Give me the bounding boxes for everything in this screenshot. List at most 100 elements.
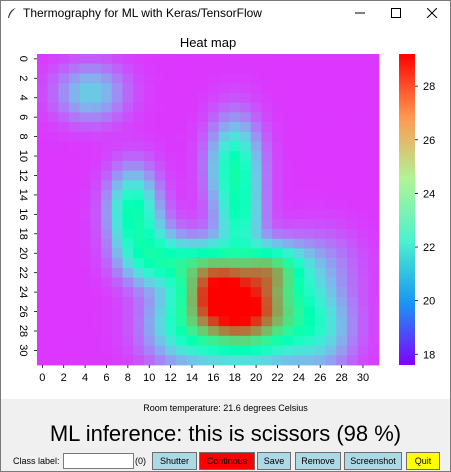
heatmap-cell bbox=[293, 131, 305, 142]
heatmap-cell bbox=[79, 122, 91, 133]
heatmap-cell bbox=[58, 326, 70, 337]
shutter-button[interactable]: Shutter bbox=[152, 452, 197, 470]
heatmap-cell bbox=[37, 83, 49, 94]
heatmap-cell bbox=[282, 170, 294, 181]
screenshot-button[interactable]: Screenshot bbox=[344, 452, 402, 470]
heatmap-cell bbox=[314, 219, 326, 230]
heatmap-cell bbox=[218, 112, 230, 123]
heatmap-cell bbox=[37, 326, 49, 337]
heatmap-cell bbox=[229, 83, 241, 94]
heatmap-cell bbox=[165, 355, 177, 366]
heatmap-cell bbox=[368, 238, 380, 249]
heatmap-cell bbox=[37, 335, 49, 346]
heatmap-cell bbox=[47, 326, 59, 337]
heatmap-cell bbox=[304, 170, 316, 181]
x-tick-label: 2 bbox=[61, 372, 67, 384]
heatmap-cell bbox=[47, 345, 59, 356]
heatmap-cell bbox=[346, 326, 359, 337]
heatmap-cell bbox=[90, 267, 102, 278]
heatmap-cell bbox=[368, 92, 380, 103]
minimize-button[interactable] bbox=[342, 1, 378, 25]
heatmap-cell bbox=[90, 112, 102, 123]
heatmap-cell bbox=[165, 160, 177, 172]
heatmap-cell bbox=[272, 238, 284, 249]
heatmap-cell bbox=[58, 219, 70, 230]
heatmap-cell bbox=[69, 228, 81, 240]
heatmap-cell bbox=[261, 219, 273, 230]
heatmap-cell bbox=[282, 267, 294, 278]
heatmap-cell bbox=[325, 238, 337, 249]
heatmap-cell bbox=[101, 83, 113, 94]
heatmap-cell bbox=[325, 355, 337, 366]
heatmap-cell bbox=[240, 83, 252, 94]
heatmap-cell bbox=[282, 83, 294, 94]
heatmap-cell bbox=[37, 102, 49, 113]
heatmap-cell bbox=[368, 151, 380, 162]
heatmap-cell bbox=[133, 316, 145, 327]
heatmap-cell bbox=[175, 355, 188, 366]
heatmap-cell bbox=[133, 267, 145, 278]
heatmap-cell bbox=[346, 306, 359, 317]
heatmap-cell bbox=[122, 287, 134, 298]
heatmap-cell bbox=[325, 277, 337, 288]
remove-button[interactable]: Remove bbox=[295, 452, 341, 470]
y-tick-label: 30 bbox=[17, 344, 29, 356]
heatmap-cell bbox=[111, 306, 123, 317]
heatmap-cell bbox=[304, 209, 316, 220]
heatmap-cell bbox=[122, 199, 134, 210]
heatmap-cell bbox=[368, 258, 380, 269]
colorbar bbox=[399, 54, 415, 365]
quit-button[interactable]: Quit bbox=[406, 452, 440, 470]
heatmap-cell bbox=[357, 141, 369, 152]
heatmap-cell bbox=[101, 228, 113, 240]
heatmap-cell bbox=[101, 267, 113, 278]
heatmap-cell bbox=[101, 209, 113, 220]
heatmap-cell bbox=[218, 170, 230, 181]
heatmap-cell bbox=[304, 102, 316, 113]
close-button[interactable] bbox=[414, 1, 450, 25]
heatmap-cell bbox=[336, 73, 348, 84]
heatmap-cell bbox=[79, 190, 91, 201]
heatmap-cell bbox=[154, 131, 166, 142]
heatmap-cell bbox=[357, 219, 369, 230]
save-button[interactable]: Save bbox=[257, 452, 291, 470]
heatmap-cell bbox=[186, 63, 198, 74]
heatmap-cell bbox=[69, 326, 81, 337]
heatmap-cell bbox=[37, 199, 49, 210]
y-tick-label: 12 bbox=[17, 169, 29, 181]
heatmap-cell bbox=[357, 131, 369, 142]
heatmap-cell bbox=[69, 73, 81, 84]
heatmap-cell bbox=[143, 63, 155, 74]
heatmap-cell bbox=[133, 326, 145, 337]
x-tick-label: 6 bbox=[103, 372, 109, 384]
heatmap-cell bbox=[240, 277, 252, 288]
class-label-input[interactable] bbox=[63, 453, 134, 469]
heatmap-cell bbox=[368, 63, 380, 74]
heatmap-cell bbox=[218, 92, 230, 103]
heatmap-cell bbox=[111, 190, 123, 201]
heatmap-cell bbox=[272, 54, 284, 65]
heatmap-cell bbox=[208, 122, 220, 133]
heatmap-cell bbox=[336, 83, 348, 94]
continuous-button[interactable]: Continous bbox=[199, 452, 255, 470]
heatmap-cell bbox=[229, 141, 241, 152]
heatmap-cell bbox=[175, 277, 188, 288]
heatmap-cell bbox=[282, 131, 294, 142]
title-bar[interactable]: Thermography for ML with Keras/TensorFlo… bbox=[1, 1, 450, 25]
heatmap-cell bbox=[218, 219, 230, 230]
heatmap-cell bbox=[37, 141, 49, 152]
heatmap-cell bbox=[79, 54, 91, 65]
heatmap-cell bbox=[250, 73, 262, 84]
heatmap-cell bbox=[218, 287, 230, 298]
heatmap-cell bbox=[90, 287, 102, 298]
heatmap-cell bbox=[165, 209, 177, 220]
maximize-button[interactable] bbox=[378, 1, 414, 25]
heatmap-cell bbox=[282, 151, 294, 162]
heatmap-cell bbox=[175, 287, 188, 298]
heatmap-cell bbox=[261, 180, 273, 191]
heatmap-cell bbox=[272, 306, 284, 317]
heatmap-cell bbox=[111, 170, 123, 181]
heatmap-cell bbox=[218, 199, 230, 210]
heatmap-cell bbox=[250, 141, 262, 152]
